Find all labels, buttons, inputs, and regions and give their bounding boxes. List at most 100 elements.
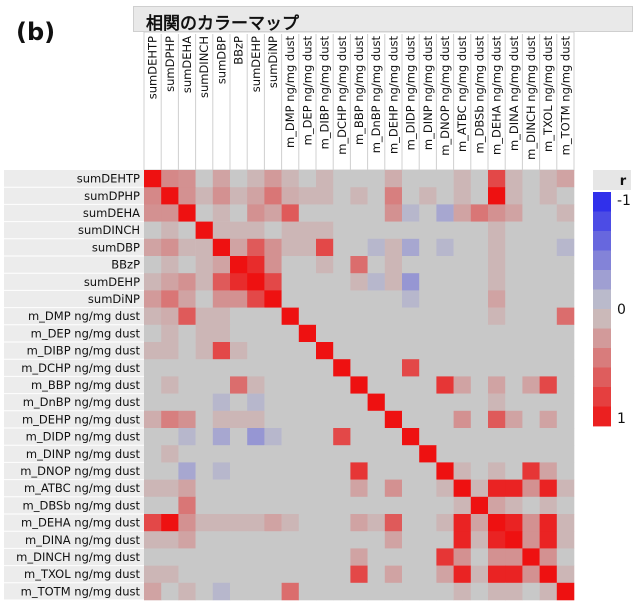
heatmap-cell [419,376,437,394]
heatmap-cell [161,170,179,188]
heatmap-cell [470,514,489,532]
heatmap-cell [539,359,558,377]
heatmap-cell [316,204,334,222]
heatmap-cell [556,376,575,394]
legend-swatch [593,211,611,232]
heatmap-cell [453,221,472,240]
heatmap-cell [333,238,351,257]
heatmap-cell [488,479,506,498]
heatmap-cell [212,428,231,446]
row-label: m_TOTM ng/mg dust [21,584,141,598]
heatmap-cell [505,376,523,394]
heatmap-cell [178,342,196,360]
heatmap-cell [178,238,196,257]
heatmap-cell [230,290,248,308]
heatmap-cell [212,445,231,463]
row-label: sumDEHP [84,275,140,289]
heatmap-cell [522,582,540,601]
heatmap-cell [367,479,386,498]
heatmap-cell [436,187,454,205]
heatmap-cell [178,514,196,532]
heatmap-cell [195,393,214,412]
heatmap-cell [453,256,472,274]
heatmap-cell [522,342,540,360]
heatmap-cell [505,514,523,532]
heatmap-cell [161,514,179,532]
heatmap-cell [419,582,437,601]
heatmap-cell [488,548,506,566]
heatmap-cell [539,290,558,308]
heatmap-cell [333,514,351,532]
heatmap-cell [556,324,575,343]
heatmap-cell [161,204,179,222]
heatmap-cell [281,187,300,205]
heatmap-cell [556,531,575,549]
heatmap-cell [281,307,300,326]
heatmap-cell [505,342,523,360]
heatmap-cell [402,256,420,274]
heatmap-cell [161,290,179,308]
heatmap-cell [247,256,265,274]
heatmap-cell [556,428,575,446]
heatmap-cell [144,256,162,274]
legend-title: r [620,174,627,189]
heatmap-cell [161,410,179,429]
heatmap-cell [436,548,454,566]
heatmap-cell [505,496,523,515]
heatmap-cell [453,170,472,188]
heatmap-cell [144,479,162,498]
heatmap-cell [195,565,214,584]
heatmap-cell [247,565,265,584]
heatmap-cell [178,273,196,291]
heatmap-cell [298,565,317,584]
heatmap-cell [230,428,248,446]
heatmap-cell [298,256,317,274]
heatmap-cell [212,324,231,343]
heatmap-cell [281,221,300,240]
column-label: sumDBP [214,36,228,84]
heatmap-cell [453,187,472,205]
heatmap-cell [144,170,162,188]
heatmap-cell [505,462,523,480]
heatmap-cell [212,393,231,412]
heatmap-cell [264,531,282,549]
heatmap-cell [470,307,489,326]
heatmap-cell [350,342,368,360]
heatmap-cell [247,393,265,412]
heatmap-cell [316,273,334,291]
heatmap-cell [178,170,196,188]
heatmap-cell [488,376,506,394]
row-label: m_DEP ng/mg dust [31,326,141,340]
heatmap-cell [384,496,403,515]
heatmap-cell [144,290,162,308]
heatmap-cell [384,410,403,429]
heatmap-cell [453,324,472,343]
heatmap-cell [212,548,231,566]
heatmap-cell [230,514,248,532]
column-label: sumDEHP [249,36,263,92]
heatmap-cell [247,290,265,308]
heatmap-cell [470,342,489,360]
heatmap-cell [281,479,300,498]
heatmap-cell [436,290,454,308]
heatmap-cell [144,531,162,549]
heatmap-cell [556,238,575,257]
heatmap-cell [384,548,403,566]
heatmap-cell [419,496,437,515]
heatmap-cell [402,393,420,412]
heatmap-cell [316,393,334,412]
heatmap-cell [522,290,540,308]
heatmap-cell [522,170,540,188]
heatmap-cell [230,410,248,429]
heatmap-cell [333,428,351,446]
heatmap-cell [384,428,403,446]
heatmap-cell [522,376,540,394]
heatmap-cell [419,565,437,584]
heatmap-cell [419,428,437,446]
heatmap-cell [195,496,214,515]
heatmap-cell [316,479,334,498]
heatmap-cell [247,479,265,498]
heatmap-cell [436,170,454,188]
heatmap-cell [247,324,265,343]
heatmap-cell [539,376,558,394]
